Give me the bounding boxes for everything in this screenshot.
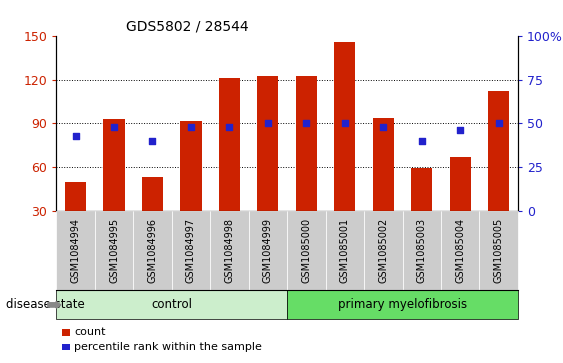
Bar [488,91,510,211]
Point [455,127,464,133]
Text: GSM1085003: GSM1085003 [417,218,427,283]
Bar [411,168,432,211]
Text: percentile rank within the sample: percentile rank within the sample [74,342,262,352]
Bar [104,119,124,211]
Point [340,121,349,126]
Text: GSM1084994: GSM1084994 [70,218,81,283]
Text: GSM1084999: GSM1084999 [263,218,273,283]
Text: GSM1084995: GSM1084995 [109,218,119,283]
Point [186,124,195,130]
Text: control: control [151,298,192,311]
Text: GSM1085005: GSM1085005 [494,218,504,283]
Point [417,138,426,144]
Bar [296,76,317,211]
Point [225,124,234,130]
Point [109,124,118,130]
Point [263,121,272,126]
Bar [65,182,86,211]
Text: GSM1085001: GSM1085001 [340,218,350,283]
Text: GSM1085000: GSM1085000 [301,218,311,283]
Text: primary myelofibrosis: primary myelofibrosis [338,298,467,311]
Text: count: count [74,327,106,337]
Point [379,124,388,130]
Bar [180,121,202,211]
Point [71,133,80,139]
Point [494,121,503,126]
Point [302,121,311,126]
Bar [373,118,394,211]
Text: GSM1084996: GSM1084996 [148,218,158,283]
Bar [334,42,355,211]
Text: GDS5802 / 28544: GDS5802 / 28544 [126,20,248,34]
Text: GSM1084997: GSM1084997 [186,218,196,283]
Text: GSM1085004: GSM1085004 [455,218,465,283]
Point [148,138,157,144]
Text: GSM1085002: GSM1085002 [378,218,388,283]
Bar [450,157,471,211]
Bar [142,177,163,211]
Bar [219,78,240,211]
Text: disease state: disease state [6,298,84,311]
Bar [257,76,279,211]
Text: GSM1084998: GSM1084998 [225,218,234,283]
